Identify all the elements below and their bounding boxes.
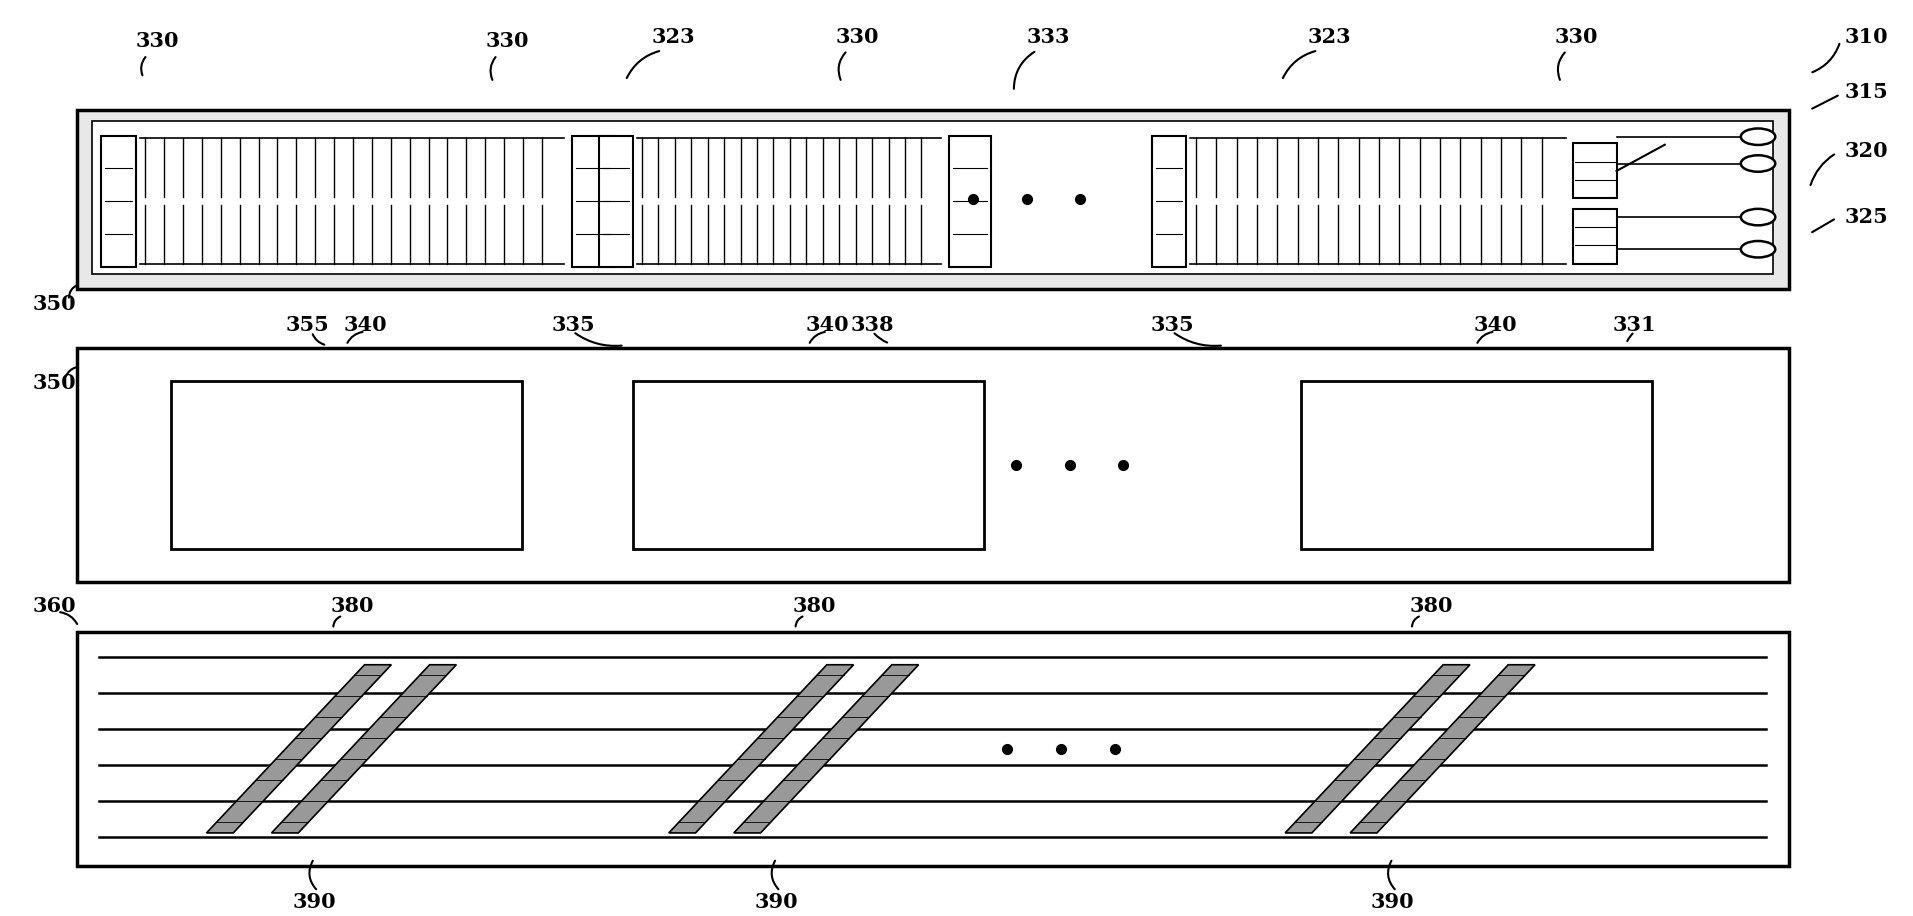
Circle shape [1741, 209, 1775, 225]
Text: 390: 390 [1372, 892, 1416, 912]
Bar [599, 136, 633, 267]
Text: 320: 320 [1844, 141, 1888, 161]
Bar [572, 136, 614, 267]
Text: 350: 350 [33, 294, 77, 314]
Text: 380: 380 [794, 596, 836, 616]
Bar [101, 136, 136, 267]
Polygon shape [1286, 665, 1469, 833]
Bar [77, 110, 1789, 289]
Bar [1572, 209, 1616, 264]
Text: 325: 325 [1844, 207, 1888, 227]
Circle shape [1741, 128, 1775, 145]
Bar [949, 136, 991, 267]
Text: 360: 360 [33, 596, 77, 616]
Polygon shape [207, 665, 392, 833]
Text: 390: 390 [293, 892, 337, 912]
Circle shape [1741, 241, 1775, 257]
Text: 338: 338 [851, 315, 895, 335]
Text: 340: 340 [344, 315, 386, 335]
Text: 315: 315 [1844, 82, 1888, 102]
Text: 310: 310 [1844, 27, 1888, 47]
Text: 380: 380 [331, 596, 375, 616]
Text: 355: 355 [287, 315, 329, 335]
Text: 340: 340 [1473, 315, 1517, 335]
Text: 333: 333 [1027, 27, 1069, 47]
Bar [77, 348, 1789, 582]
Polygon shape [272, 665, 457, 833]
Bar [77, 632, 1789, 866]
Text: 323: 323 [652, 27, 694, 47]
Bar [1152, 136, 1186, 267]
Text: 335: 335 [551, 315, 595, 335]
Text: 330: 330 [486, 31, 528, 51]
Bar [633, 381, 983, 549]
Polygon shape [1351, 665, 1534, 833]
Bar [92, 121, 1773, 274]
Bar [1301, 381, 1651, 549]
Text: 335: 335 [1150, 315, 1194, 335]
Text: 330: 330 [136, 31, 178, 51]
Text: 331: 331 [1613, 315, 1657, 335]
Circle shape [1741, 155, 1775, 172]
Text: 380: 380 [1410, 596, 1452, 616]
Text: 350: 350 [33, 373, 77, 393]
Text: 323: 323 [1308, 27, 1351, 47]
Text: 330: 330 [836, 27, 878, 47]
Text: 390: 390 [754, 892, 798, 912]
Polygon shape [735, 665, 918, 833]
Bar [170, 381, 522, 549]
Text: 330: 330 [1555, 27, 1597, 47]
Text: 340: 340 [805, 315, 849, 335]
Polygon shape [670, 665, 853, 833]
Bar [1572, 144, 1616, 199]
